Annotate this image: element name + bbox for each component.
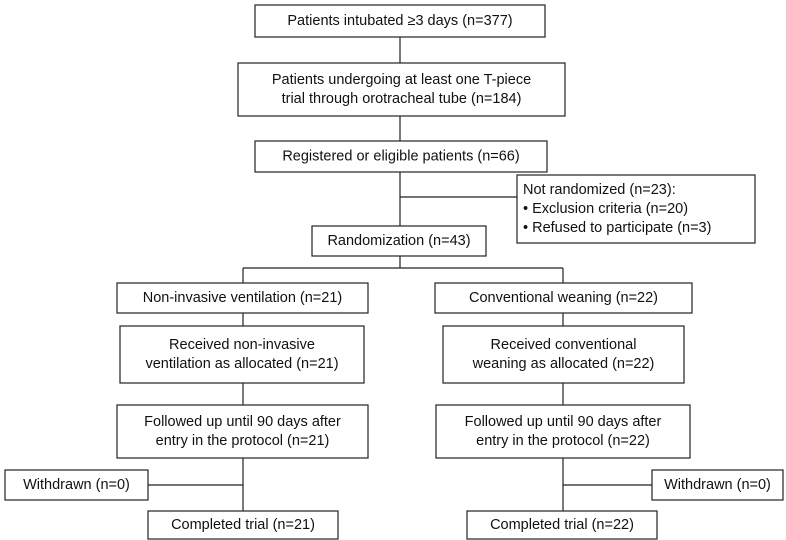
flow-box <box>254 4 546 38</box>
connectors <box>148 37 652 511</box>
box-text: Patients intubated ≥3 days (n=377) <box>287 13 512 29</box>
flow-box <box>119 325 365 384</box>
box-text: Not randomized (n=23): <box>523 182 676 198</box>
box-text: Non-invasive ventilation (n=21) <box>143 290 342 306</box>
box-text: Followed up until 90 days after <box>144 414 341 430</box>
box-text: • Refused to participate (n=3) <box>523 220 711 236</box>
flow-box <box>311 225 487 257</box>
flow-box <box>237 62 566 117</box>
flow-box <box>466 510 658 540</box>
box-text: Completed trial (n=21) <box>171 517 315 533</box>
box-text: Completed trial (n=22) <box>490 517 634 533</box>
box-text: Randomization (n=43) <box>327 233 470 249</box>
box-text: weaning as allocated (n=22) <box>472 356 655 372</box>
box-text: ventilation as allocated (n=21) <box>145 356 338 372</box>
box-text: entry in the protocol (n=21) <box>156 433 330 449</box>
flow-box <box>651 469 784 501</box>
box-text: • Exclusion criteria (n=20) <box>523 201 688 217</box>
flow-box <box>516 174 756 244</box>
flow-box <box>4 469 149 501</box>
flow-box <box>442 325 685 384</box>
flow-box <box>254 140 548 173</box>
flow-box <box>435 404 691 459</box>
box-text: entry in the protocol (n=22) <box>476 433 650 449</box>
box-text: Conventional weaning (n=22) <box>469 290 658 306</box>
flow-box <box>147 510 339 540</box>
flow-box <box>116 282 369 314</box>
box-text: trial through orotracheal tube (n=184) <box>282 91 522 107</box>
box-text: Patients undergoing at least one T-piece <box>272 72 531 88</box>
box-text: Registered or eligible patients (n=66) <box>282 148 519 164</box>
flow-box <box>116 404 369 459</box>
box-text: Received conventional <box>491 337 637 353</box>
box-text: Withdrawn (n=0) <box>664 477 771 493</box>
flow-box <box>434 282 693 314</box>
box-text: Withdrawn (n=0) <box>23 477 130 493</box>
box-text: Received non-invasive <box>169 337 315 353</box>
box-text: Followed up until 90 days after <box>465 414 662 430</box>
